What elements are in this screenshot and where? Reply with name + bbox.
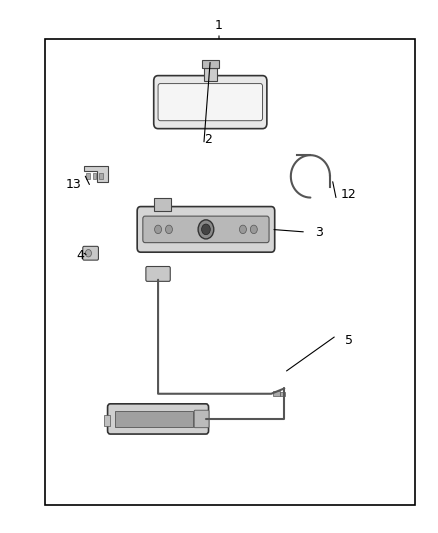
Bar	[86, 173, 90, 179]
Text: 3: 3	[315, 225, 323, 239]
Bar	[93, 173, 96, 179]
Circle shape	[240, 225, 247, 233]
Circle shape	[201, 224, 210, 235]
FancyBboxPatch shape	[108, 404, 208, 434]
Bar	[115, 411, 193, 426]
Circle shape	[198, 220, 214, 239]
Text: 12: 12	[341, 189, 357, 201]
Circle shape	[251, 225, 257, 233]
Bar	[45, 38, 415, 505]
Circle shape	[155, 225, 162, 233]
FancyBboxPatch shape	[146, 266, 170, 281]
FancyBboxPatch shape	[137, 207, 275, 252]
Circle shape	[85, 249, 92, 257]
Polygon shape	[84, 166, 108, 182]
Bar	[104, 415, 110, 425]
FancyBboxPatch shape	[194, 410, 209, 427]
FancyBboxPatch shape	[83, 246, 99, 260]
Bar	[201, 60, 219, 68]
Bar	[204, 68, 217, 81]
Text: 13: 13	[66, 178, 82, 191]
Text: 2: 2	[204, 133, 212, 146]
FancyBboxPatch shape	[143, 216, 269, 243]
FancyBboxPatch shape	[154, 76, 267, 128]
Circle shape	[166, 225, 173, 233]
FancyBboxPatch shape	[158, 84, 262, 120]
Bar	[99, 173, 103, 179]
Text: 1: 1	[215, 19, 223, 32]
Text: 5: 5	[345, 334, 353, 347]
Bar	[280, 392, 285, 397]
Text: 4: 4	[76, 249, 84, 262]
Bar	[273, 391, 280, 397]
Bar	[154, 198, 171, 211]
